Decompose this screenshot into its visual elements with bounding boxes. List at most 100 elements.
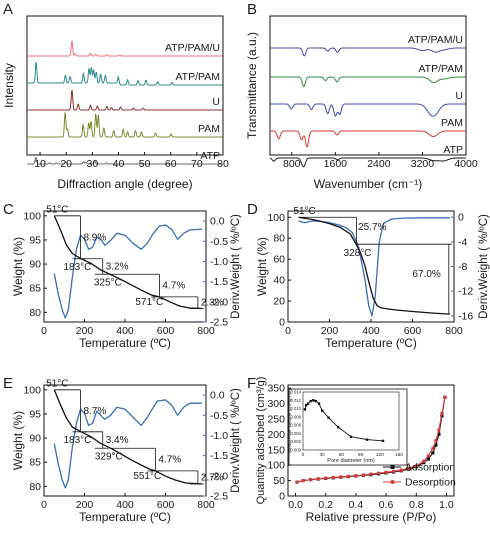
x-tick-label: 800 [445, 325, 463, 337]
weight-curve [298, 216, 450, 315]
y-axis-label: Quantity adsorbed (cm³/g) [255, 377, 267, 505]
desorption-point [346, 474, 351, 478]
desorption-point [369, 472, 373, 476]
inset-x-tick-label: 150 [395, 452, 403, 458]
xrd-series-ATP/PAM [26, 61, 223, 86]
adsorption-point [437, 432, 441, 436]
x-tick-label: 50 [139, 158, 151, 170]
inset-x-tick-label: 0 [302, 452, 305, 458]
legend-label: Adsorption [405, 462, 455, 474]
y-axis-label: Intensity [2, 63, 16, 108]
y2-axis-label: Deriv.Weight ( %/ºC) [230, 388, 242, 493]
x-tick-label: 2400 [367, 158, 391, 170]
deriv-weight-curve [53, 224, 202, 319]
inset-y-tick-label: 0.006 [291, 423, 302, 428]
step-percent-label: 4.7% [162, 281, 185, 292]
y2-tick-label: -1.5 [210, 450, 228, 462]
desorption-point [399, 468, 403, 472]
inset-y-tick-label: 0.012 [291, 398, 302, 403]
desorption-point [437, 428, 441, 432]
step-percent-label: 4.7% [158, 455, 181, 466]
inset-y-tick-label: 0.000 [291, 448, 302, 453]
y2-tick-label: -16 [458, 310, 473, 322]
pore-point [321, 409, 324, 412]
y2-tick-label: -0.5 [210, 236, 228, 248]
step-temperature-label: 183°C [63, 262, 91, 273]
x-tick-label: 0.8 [409, 499, 424, 511]
desorption-point [324, 476, 328, 480]
series-label: PAM [198, 123, 220, 135]
x-tick-label: 0 [41, 499, 47, 511]
x-tick-label: 200 [76, 499, 94, 511]
step-percent-label: 3.4% [106, 435, 129, 446]
step-percent-label: 67.0% [412, 269, 440, 280]
xrd-series-PAM [26, 112, 223, 138]
y-tick-label: 80 [29, 481, 41, 493]
x-tick-label: 80 [217, 158, 229, 170]
x-axis-label: Temperature (ºC) [325, 336, 417, 350]
desorption-point [434, 438, 438, 443]
weight-curve [53, 215, 202, 310]
y-tick-label: 200 [267, 429, 285, 441]
x-tick-label: 1.0 [439, 499, 454, 511]
x-axis-label: Diffraction angle (degree) [57, 177, 192, 191]
step-percent-label: 2.3% [201, 298, 224, 309]
pore-point [309, 399, 312, 403]
x-tick-label: 600 [157, 325, 175, 337]
x-tick-label: 70 [191, 158, 203, 170]
series-label: ATP/PAM/U [165, 42, 220, 54]
series-label: ATP/PAM [418, 63, 463, 75]
desorption-point [339, 475, 343, 479]
panel-letter: A [3, 1, 13, 18]
desorption-point [426, 454, 431, 458]
x-tick-label: 3200 [411, 158, 435, 170]
y2-tick-label: -1.0 [210, 256, 228, 268]
step-percent-label: 8.9% [83, 232, 106, 243]
xrd-series-ATP [26, 157, 223, 165]
x-tick-label: 400 [116, 499, 134, 511]
pore-point [312, 399, 315, 402]
inset-y-axis-label: dV/dD Pore Volume (cm³/g·nm) [287, 388, 292, 453]
x-axis-label: Temperature (ºC) [79, 336, 171, 350]
y-tick-label: 100 [23, 384, 41, 396]
desorption-point [376, 471, 381, 475]
y-axis-label: Weight (%) [255, 237, 269, 296]
step-temperature-label: 325°C [94, 277, 122, 288]
series-label: U [212, 96, 220, 108]
xrd-plot-frame [26, 15, 224, 156]
legend-label: Desorption [405, 477, 456, 489]
desorption-point [331, 475, 335, 480]
y-tick-label: 90 [29, 433, 41, 445]
y2-tick-label: -12 [458, 286, 473, 298]
y-tick-label: 0 [279, 491, 285, 503]
x-tick-label: 0.4 [349, 499, 364, 511]
y-tick-label: 250 [267, 413, 285, 425]
y2-tick-label: -2.0 [210, 296, 228, 308]
onset-temperature-label: 51°C [46, 378, 68, 389]
isotherm-plot-frame [287, 384, 455, 497]
x-tick-label: 200 [76, 325, 94, 337]
x-tick-label: 600 [404, 325, 422, 337]
inset-x-tick-label: 60 [339, 452, 345, 458]
x-tick-label: 600 [157, 499, 175, 511]
series-label: U [455, 90, 463, 102]
y-tick-label: 95 [29, 234, 41, 246]
desorption-point [443, 395, 447, 400]
desorption-point [391, 469, 396, 474]
xrd-series-ATP/PAM/U [26, 40, 223, 57]
x-tick-label: 30 [86, 158, 98, 170]
ftir-series-ATP [269, 157, 466, 168]
x-tick-label: 800 [197, 325, 215, 337]
x-tick-label: 0 [41, 325, 47, 337]
pore-point [303, 408, 307, 411]
ftir-series-PAM [270, 130, 466, 148]
y2-tick-label: -0.5 [210, 410, 228, 422]
step-temperature-label: 571°C [135, 297, 163, 308]
series-label: PAM [441, 117, 463, 129]
x-axis-label: Temperature (ºC) [79, 510, 171, 524]
step-temperature-label: 551°C [133, 471, 161, 482]
y2-axis-label: Deriv.Weight ( %/ºC) [230, 214, 242, 319]
panel-letter: C [3, 201, 14, 218]
pore-point [349, 435, 353, 438]
